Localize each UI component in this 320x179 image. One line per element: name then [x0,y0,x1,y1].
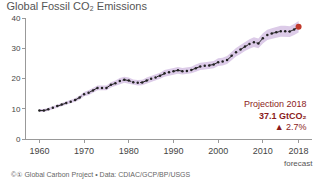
svg-text:10: 10 [11,105,20,114]
svg-text:2000: 2000 [208,146,228,156]
svg-text:40: 40 [11,14,20,23]
svg-text:©① Global Carbon Project • Dat: ©① Global Carbon Project • Data: CDIAC/G… [11,171,191,179]
svg-text:2018: 2018 [289,146,309,156]
svg-text:30: 30 [11,44,20,53]
svg-text:1990: 1990 [163,146,183,156]
svg-text:forecast: forecast [284,159,313,168]
svg-text:Projection 201837.1 GtCO₂▲ 2.7: Projection 201837.1 GtCO₂▲ 2.7% [244,99,307,132]
svg-text:2010: 2010 [253,146,273,156]
svg-text:1980: 1980 [119,146,139,156]
svg-text:1970: 1970 [74,146,94,156]
svg-text:0: 0 [16,135,21,144]
svg-text:1960: 1960 [29,146,49,156]
svg-text:20: 20 [11,74,20,83]
svg-text:Global Fossil CO₂ Emissions: Global Fossil CO₂ Emissions [6,0,147,12]
